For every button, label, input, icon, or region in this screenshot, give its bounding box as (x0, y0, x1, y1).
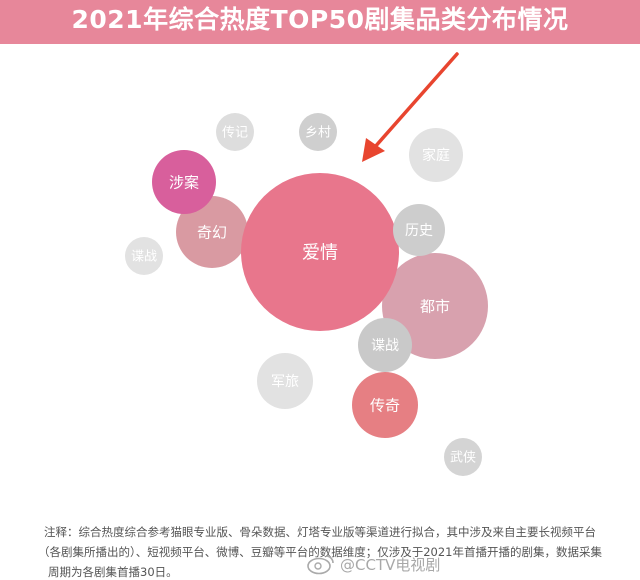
pointer-arrow (362, 52, 459, 162)
bubble-label-4: 传奇 (370, 396, 400, 414)
footnote-line-2: （各剧集所播出的）、短视频平台、微博、豆瓣等平台的数据维度；仅涉及于2021年首… (37, 545, 602, 559)
footnote: 注释：综合热度综合参考猫眼专业版、骨朵数据、灯塔专业版等渠道进行拟合，其中涉及来… (0, 510, 640, 579)
bubble-label-6: 家庭 (422, 147, 450, 164)
bubble-label-3: 涉案 (169, 173, 199, 191)
bubble-10 (216, 113, 254, 151)
bubble-label-9: 谍战 (131, 250, 157, 265)
bubble-7 (257, 353, 313, 409)
bubble-11 (299, 113, 337, 151)
bubble-label-0: 爱情 (302, 242, 338, 263)
bubble-0 (241, 173, 399, 331)
weibo-icon (307, 555, 334, 575)
bubble-label-5: 历史 (405, 223, 433, 239)
footnote-line-3: 周期为各剧集首播30日。 (48, 565, 178, 579)
bubble-label-7: 军旅 (271, 374, 299, 390)
page-title: 2021年综合热度TOP50剧集品类分布情况 (71, 5, 569, 34)
bubble-2 (176, 196, 248, 268)
bubble-label-10: 传记 (222, 126, 248, 141)
bubble-label-2: 奇幻 (197, 223, 227, 241)
bubble-9 (125, 237, 163, 275)
arrow-head (362, 138, 385, 162)
bubble-label-11: 乡村 (305, 126, 331, 141)
bubble-label-1: 都市 (420, 297, 450, 315)
bubble-6 (409, 128, 463, 182)
bubble-12 (444, 438, 482, 476)
footnote-line-1: 注释：综合热度综合参考猫眼专业版、骨朵数据、灯塔专业版等渠道进行拟合，其中涉及来… (44, 525, 596, 539)
bubble-8 (358, 318, 412, 372)
bubble-5 (393, 204, 445, 256)
bubble-label-12: 武侠 (450, 451, 476, 466)
watermark: @CCTV电视剧 (340, 556, 441, 574)
bubble-4 (352, 372, 418, 438)
header-banner: 2021年综合热度TOP50剧集品类分布情况 (0, 0, 640, 44)
bubble-3 (152, 150, 216, 214)
bubble-label-8: 谍战 (371, 338, 399, 354)
arrow-shaft (372, 52, 459, 150)
